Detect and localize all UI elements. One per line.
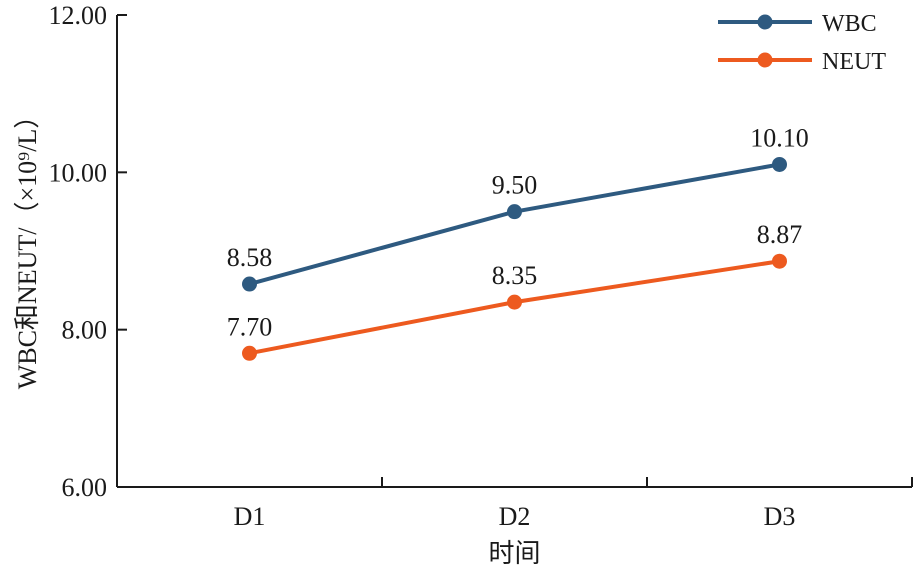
- data-label-wbc: 10.10: [750, 123, 809, 152]
- y-axis-title: WBC和NEUT/（×10⁹/L）: [13, 103, 42, 390]
- data-point-neut: [507, 294, 522, 310]
- data-label-neut: 8.87: [757, 220, 803, 249]
- data-point-neut: [772, 253, 787, 269]
- y-tick-label: 10.00: [49, 158, 108, 187]
- y-tick-label: 6.00: [62, 473, 108, 502]
- data-label-neut: 7.70: [227, 312, 273, 341]
- legend-label-neut: NEUT: [822, 49, 886, 75]
- data-label-wbc: 9.50: [492, 171, 538, 200]
- y-tick-label: 8.00: [62, 316, 108, 345]
- axes: 6.00 8.00 10.00 12.00 D1 D2 D3: [49, 1, 913, 531]
- data-label-neut: 8.35: [492, 261, 538, 290]
- data-point-wbc: [242, 276, 257, 292]
- legend-marker-neut: [757, 52, 773, 68]
- legend-marker-wbc: [757, 14, 773, 30]
- data-label-wbc: 8.58: [227, 243, 273, 272]
- legend: WBC NEUT: [718, 11, 886, 75]
- x-tick-label: D2: [499, 502, 531, 531]
- data-point-wbc: [507, 204, 522, 220]
- x-tick-label: D3: [764, 502, 796, 531]
- x-axis-title: 时间: [488, 539, 540, 568]
- x-tick-label: D1: [234, 502, 266, 531]
- legend-label-wbc: WBC: [822, 11, 877, 37]
- data-labels: 8.58 9.50 10.10 7.70 8.35 8.87: [227, 123, 809, 341]
- series-layer: [242, 156, 787, 361]
- data-point-neut: [242, 345, 257, 361]
- data-point-wbc: [772, 156, 787, 172]
- y-tick-label: 12.00: [49, 1, 108, 30]
